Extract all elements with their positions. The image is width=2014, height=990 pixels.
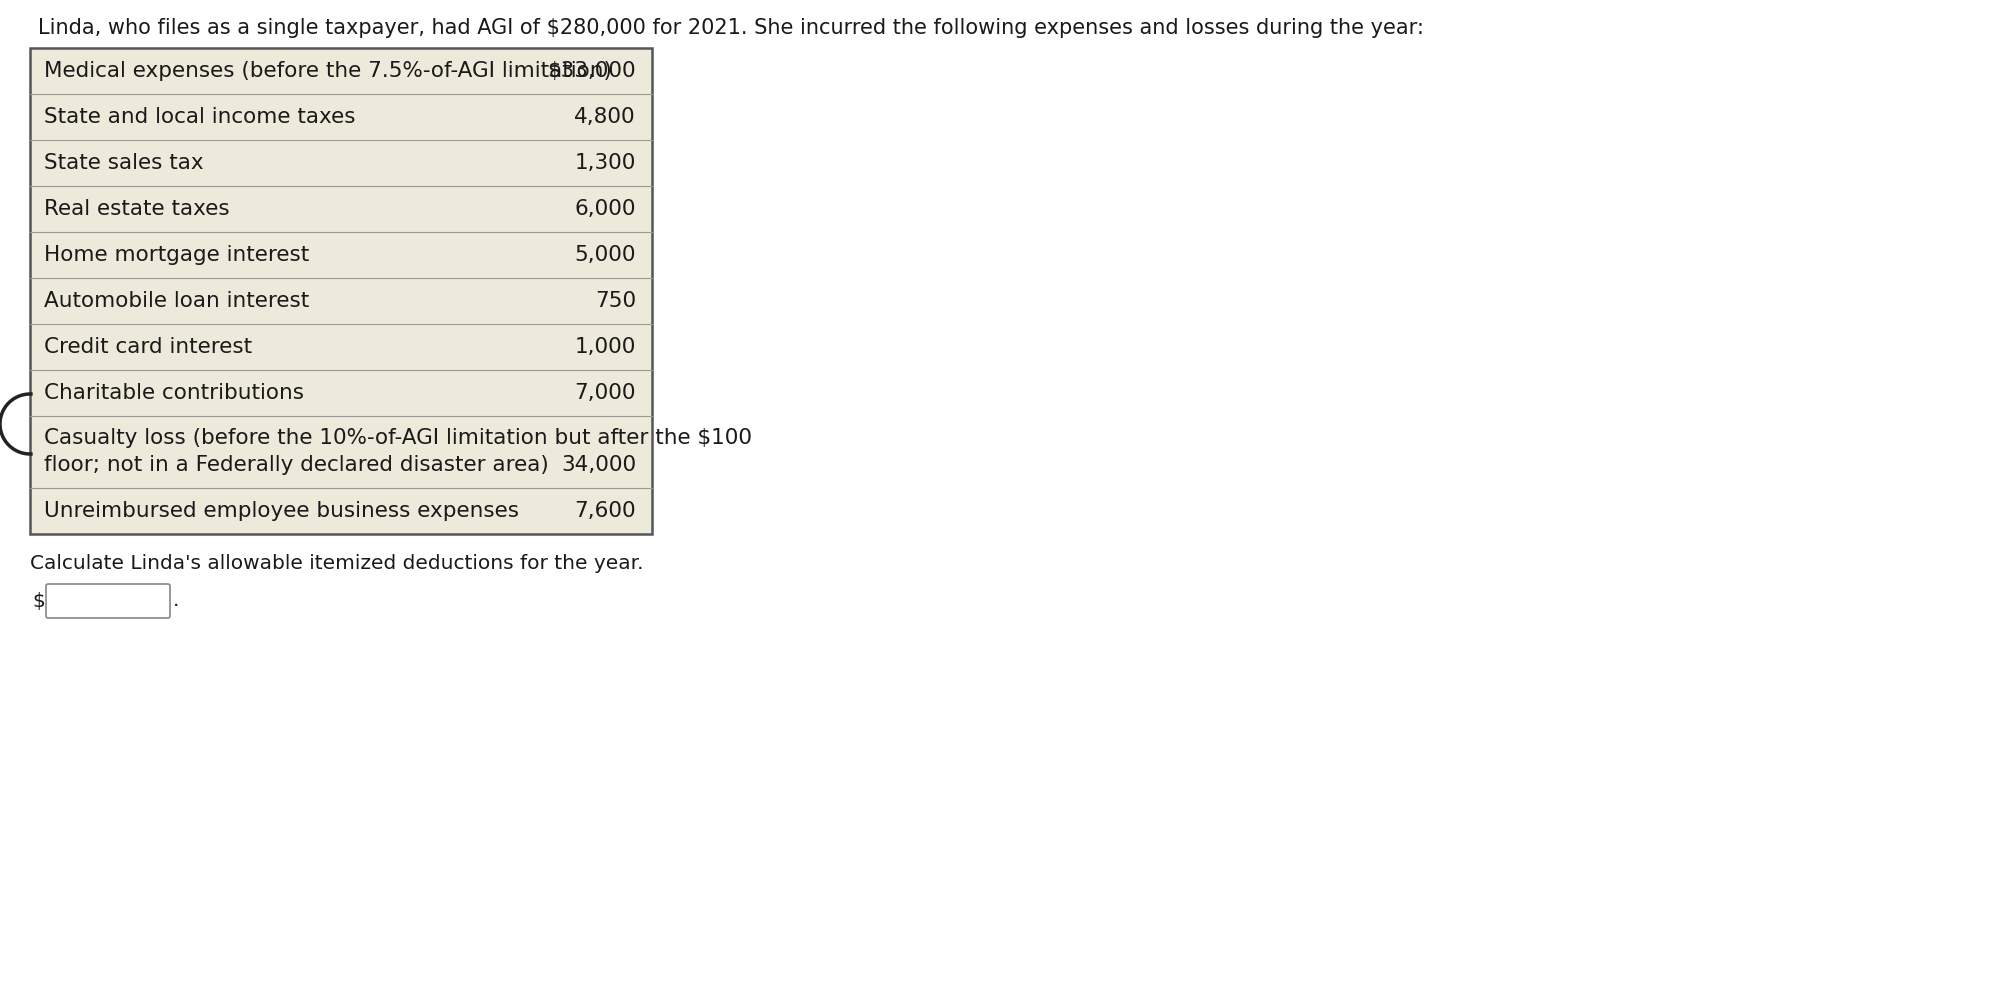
Text: Medical expenses (before the 7.5%-of-AGI limitation): Medical expenses (before the 7.5%-of-AGI… <box>44 61 612 81</box>
Text: 34,000: 34,000 <box>560 455 636 475</box>
Text: Automobile loan interest: Automobile loan interest <box>44 291 308 311</box>
Text: 7,000: 7,000 <box>574 383 636 403</box>
Text: 7,600: 7,600 <box>574 501 636 521</box>
Text: Linda, who files as a single taxpayer, had AGI of $280,000 for 2021. She incurre: Linda, who files as a single taxpayer, h… <box>38 18 1424 38</box>
FancyBboxPatch shape <box>46 584 169 618</box>
Text: Credit card interest: Credit card interest <box>44 337 252 357</box>
Text: Charitable contributions: Charitable contributions <box>44 383 304 403</box>
Text: Home mortgage interest: Home mortgage interest <box>44 245 308 265</box>
Text: $: $ <box>32 591 44 611</box>
Text: floor; not in a Federally declared disaster area): floor; not in a Federally declared disas… <box>44 455 548 475</box>
Text: 6,000: 6,000 <box>574 199 636 219</box>
Text: State sales tax: State sales tax <box>44 153 203 173</box>
Text: 5,000: 5,000 <box>574 245 636 265</box>
Text: 1,300: 1,300 <box>574 153 636 173</box>
FancyBboxPatch shape <box>30 48 653 534</box>
Text: 1,000: 1,000 <box>574 337 636 357</box>
Text: Real estate taxes: Real estate taxes <box>44 199 230 219</box>
Text: Unreimbursed employee business expenses: Unreimbursed employee business expenses <box>44 501 520 521</box>
Text: Calculate Linda's allowable itemized deductions for the year.: Calculate Linda's allowable itemized ded… <box>30 554 642 573</box>
Text: .: . <box>173 591 179 611</box>
Text: 750: 750 <box>594 291 636 311</box>
Text: 4,800: 4,800 <box>574 107 636 127</box>
Text: $33,000: $33,000 <box>548 61 636 81</box>
Text: State and local income taxes: State and local income taxes <box>44 107 354 127</box>
Text: Casualty loss (before the 10%-of-AGI limitation but after the $100: Casualty loss (before the 10%-of-AGI lim… <box>44 428 751 447</box>
